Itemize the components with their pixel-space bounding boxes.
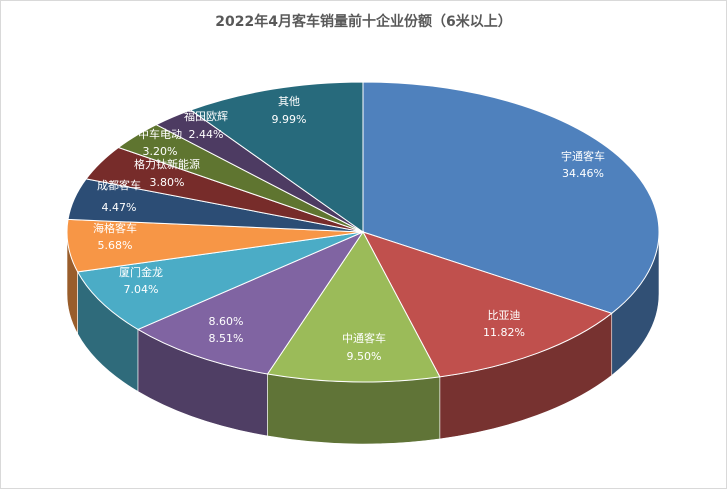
pie-slice-4: [136, 230, 365, 375]
pie-slice-2-value-label: 11.82%: [483, 326, 525, 339]
pie-labels: 宇通客车 34.46% 比亚迪 11.82% 中通客车 9.50% 8.60% 8.51% 厦门…: [93, 95, 605, 363]
pie-slice-3-value-label: 9.50%: [347, 350, 382, 363]
pie-slice-9-value-label: 3.20%: [143, 145, 178, 158]
pie-slice-1: [362, 81, 660, 314]
pie-slice-3: [266, 231, 441, 383]
pie-slice-5: [76, 231, 364, 331]
pie-slice-8-name: 格力钛新能源: [134, 157, 200, 171]
pie-slice-1-name: 宇通客车: [561, 149, 605, 163]
pie-slice-7-name: 成都客车: [97, 178, 141, 192]
pie-slice-4-value-label: 8.51%: [209, 332, 244, 345]
pie-slice-1-value-label: 34.46%: [562, 167, 604, 180]
pie-slice-8-value-label: 3.80%: [150, 176, 185, 189]
pie-slice-7-value-label: 4.47%: [102, 201, 137, 214]
pie-slice-9-name: 中车电动: [138, 127, 182, 141]
pie-slice-11-value-label: 9.99%: [272, 113, 307, 126]
chart-title: 2022年4月客车销量前十企业份额（6米以上）: [215, 14, 512, 30]
pie-slice-5-name: 厦门金龙: [119, 265, 163, 279]
pie-slice-2: [361, 231, 613, 378]
pie-slice-5-value-label: 7.04%: [124, 283, 159, 296]
pie-slice-6-value-label: 5.68%: [98, 239, 133, 252]
pie-tops: [66, 81, 660, 383]
pie-sides: [66, 231, 660, 445]
pie-slice-10-name: 福田欧辉: [184, 109, 228, 123]
pie-slice-10-value-label: 2.44%: [189, 128, 224, 141]
pie-slice-11-name: 其他: [278, 95, 300, 108]
pie-slice-2-name: 比亚迪: [488, 309, 521, 322]
pie-slice-11: [189, 81, 364, 233]
pie-slice-4-name: 8.60%: [209, 315, 244, 328]
pie-slice-3-name: 中通客车: [342, 331, 386, 345]
pie-slice-3-side: [267, 373, 441, 445]
pie-slice-6-name: 海格客车: [93, 221, 137, 235]
